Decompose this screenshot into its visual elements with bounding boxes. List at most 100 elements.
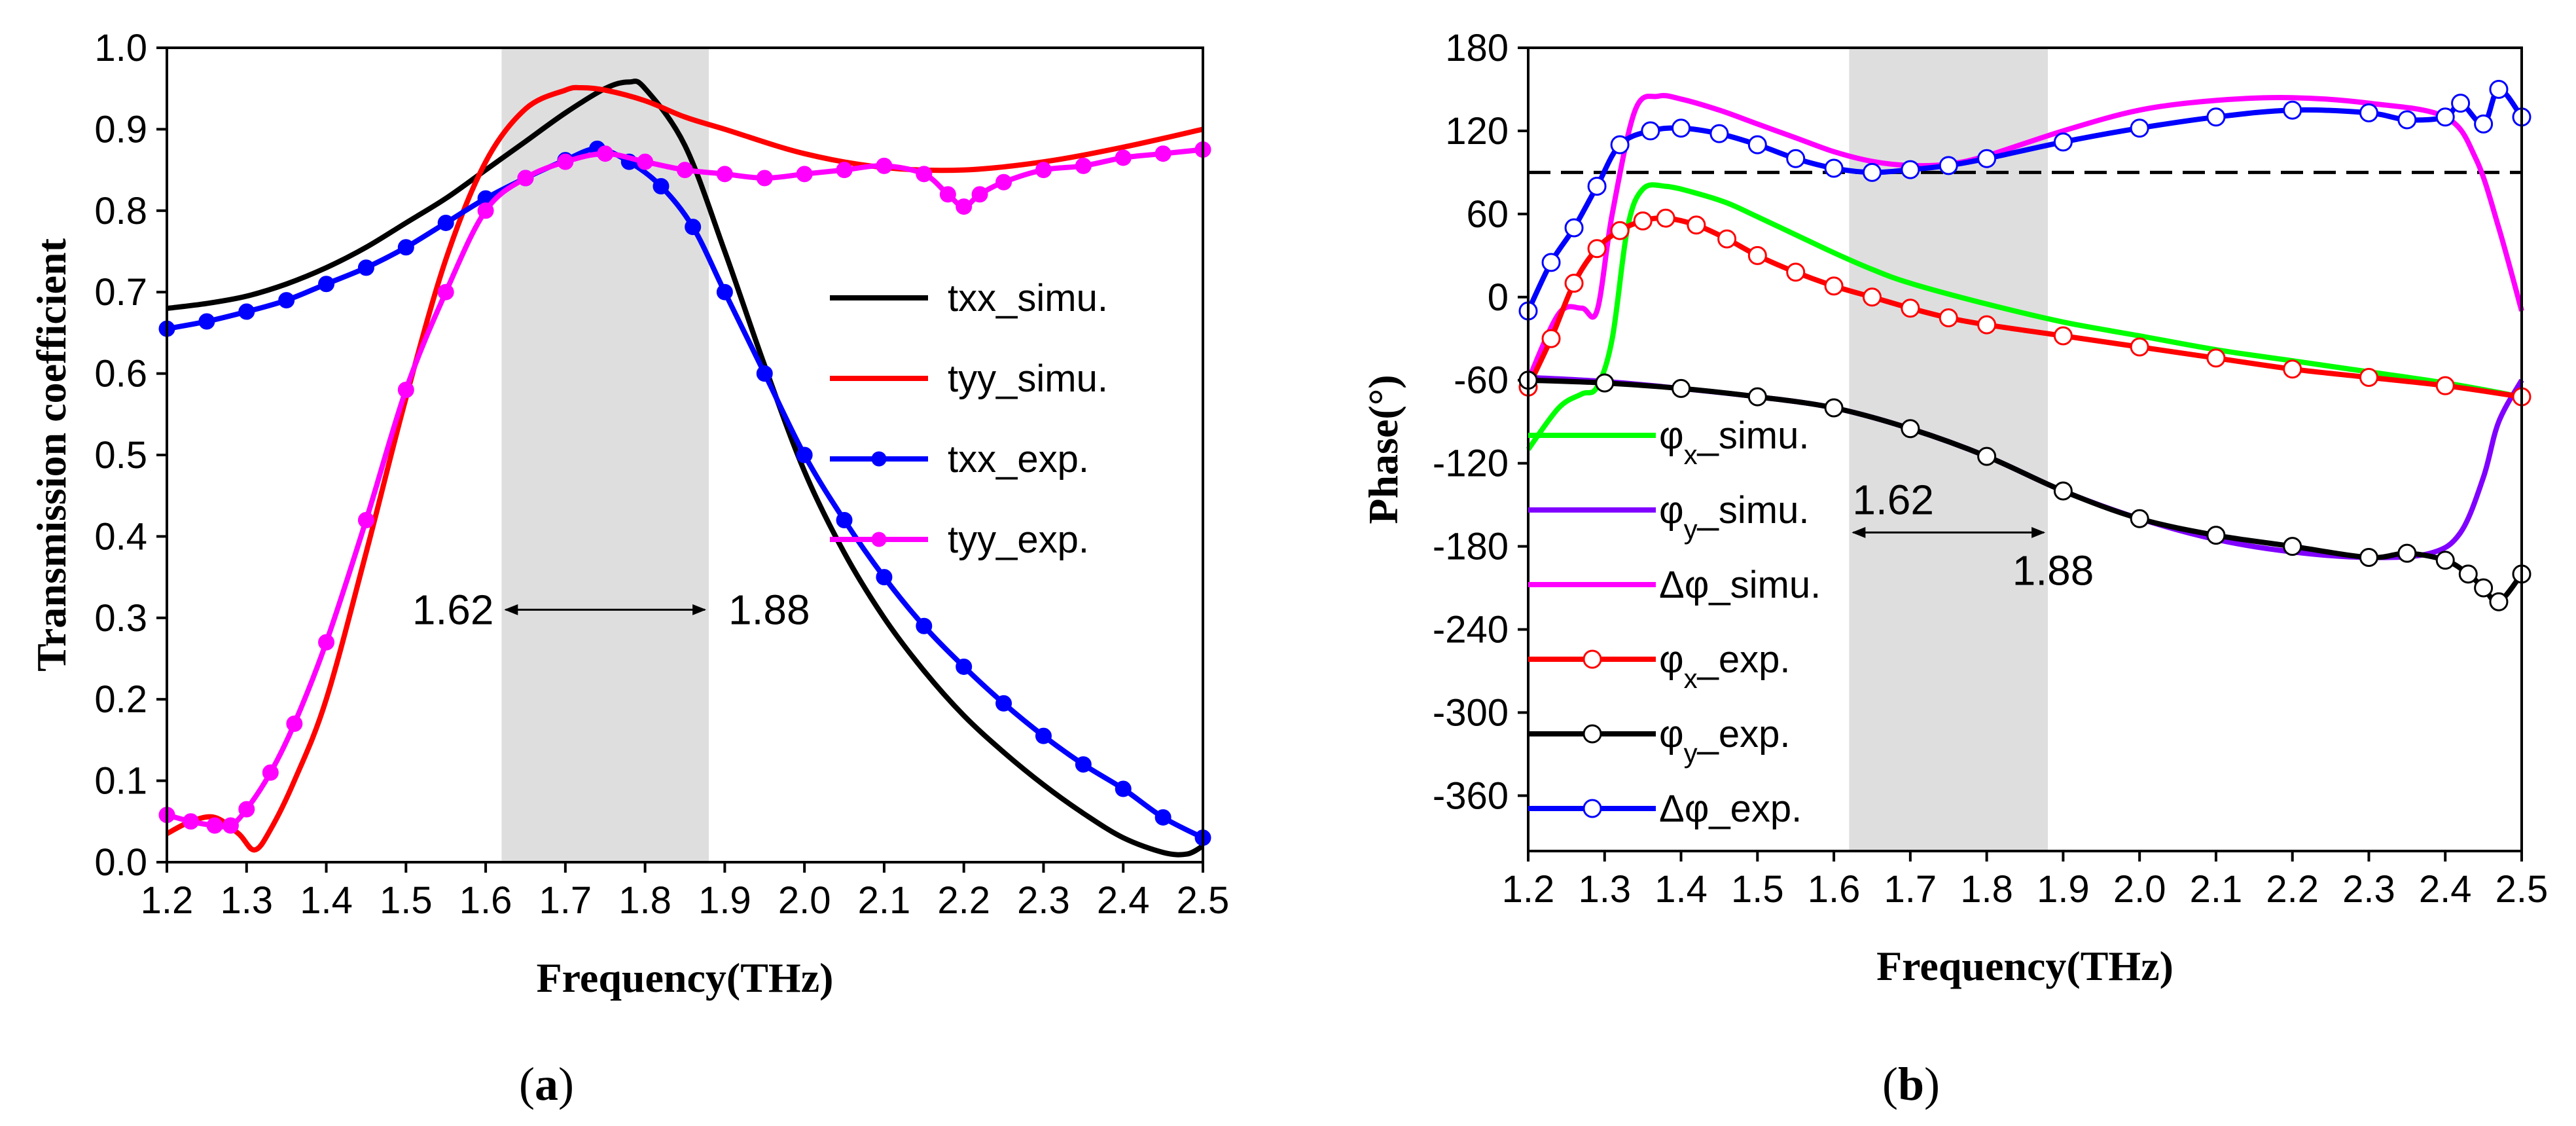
data-point <box>318 634 335 651</box>
y-axis-label: Phase(°) <box>1360 374 1406 524</box>
data-point <box>1939 308 1958 328</box>
data-point <box>716 166 733 183</box>
data-point <box>1075 157 1092 174</box>
data-point <box>1610 135 1630 154</box>
legend-label: tyy_exp. <box>948 518 1089 561</box>
band-highlight <box>1849 48 2048 851</box>
data-point <box>1977 446 1997 466</box>
data-point <box>1564 218 1584 238</box>
data-point <box>756 365 773 382</box>
x-tick-label: 2.2 <box>937 879 990 922</box>
x-tick-label: 2.5 <box>1177 879 1230 922</box>
data-point <box>653 177 670 194</box>
data-point <box>916 166 933 183</box>
data-point <box>2283 100 2302 120</box>
data-point <box>1672 118 1691 138</box>
y-tick-label: 0.5 <box>94 434 147 477</box>
data-point <box>2206 526 2226 545</box>
data-point <box>1154 145 1172 162</box>
data-point <box>1786 263 1806 282</box>
legend-marker <box>1583 649 1602 669</box>
x-axis-label: Frequency(THz) <box>537 954 834 1001</box>
x-axis-label: Frequency(THz) <box>1876 943 2174 989</box>
data-point <box>2206 348 2226 368</box>
band-start-label: 1.62 <box>412 586 494 633</box>
data-point <box>597 145 614 162</box>
data-point <box>2359 548 2378 568</box>
data-point <box>677 162 693 179</box>
data-point <box>357 259 374 276</box>
plot-frame <box>166 46 1204 863</box>
x-tick-label: 2.4 <box>1097 879 1150 922</box>
legend-label: txx_exp. <box>948 438 1089 481</box>
data-point <box>2474 114 2494 134</box>
y-tick-label: -120 <box>1433 443 1509 485</box>
data-point <box>1862 287 1882 307</box>
legend-label: φy_simu. <box>1659 489 1809 545</box>
x-tick-label: 1.3 <box>220 879 273 922</box>
x-tick-label: 2.0 <box>778 879 831 922</box>
band-end-label: 1.88 <box>2012 547 2094 594</box>
data-point <box>2397 543 2417 563</box>
data-point <box>2435 107 2455 127</box>
data-point <box>2359 103 2378 122</box>
y-axis-label: Transmission coefficient <box>28 238 75 672</box>
y-tick-label: 0 <box>1488 276 1509 319</box>
x-tick-label: 1.5 <box>380 879 433 922</box>
x-tick-label: 2.3 <box>1017 879 1070 922</box>
data-point <box>637 153 654 170</box>
data-point <box>2435 376 2455 395</box>
series-line-yexp <box>1528 377 2524 605</box>
x-tick-label: 2.5 <box>2496 868 2549 911</box>
legend-label: txx_simu. <box>948 277 1108 319</box>
legend: txx_simu. tyy_simu. txx_exp. tyy_exp. <box>830 277 1108 561</box>
y-tick-label: 120 <box>1445 110 1509 153</box>
y-tick-label: 0.9 <box>94 108 147 151</box>
panel-caption: (b) <box>1882 1058 1940 1110</box>
y-tick-label: 0.7 <box>94 271 147 314</box>
data-point <box>1687 215 1706 235</box>
data-point <box>1862 162 1882 182</box>
data-point <box>1641 121 1660 141</box>
data-point <box>2053 132 2073 152</box>
data-point <box>1747 387 1767 407</box>
plot-frame <box>1527 46 2523 852</box>
x-tick-label: 2.3 <box>2342 868 2395 911</box>
data-point <box>1610 221 1630 240</box>
band-annotation: 1.62 1.88 <box>1851 476 2094 594</box>
series-layer <box>158 79 1211 858</box>
legend-marker <box>1583 799 1602 818</box>
band-start-label: 1.62 <box>1852 476 1934 523</box>
legend-marker <box>1583 724 1602 744</box>
x-tick-label: 1.8 <box>618 879 671 922</box>
panel-caption: (a) <box>519 1058 574 1110</box>
x-tick-label: 1.4 <box>300 879 353 922</box>
data-point <box>1786 149 1806 168</box>
y-tick-label: 0.4 <box>94 515 147 558</box>
x-tick-label: 1.7 <box>1884 868 1937 911</box>
data-point <box>1939 156 1958 175</box>
x-tick-label: 2.4 <box>2419 868 2472 911</box>
y-tick-label: -60 <box>1454 359 1509 402</box>
data-point <box>1717 229 1737 249</box>
data-point <box>2359 367 2378 387</box>
data-point <box>1115 149 1132 166</box>
data-point <box>262 764 279 781</box>
data-point <box>1075 756 1092 773</box>
chart-b-phase: 1.2 1.3 1.4 1.5 1.6 1.7 1.8 1.9 2.0 2.1 2.2 2.3 2.4 2… <box>1360 27 2548 1110</box>
series-line-xsimu <box>1526 182 2522 451</box>
legend-marker <box>871 451 887 467</box>
data-point <box>685 219 702 236</box>
data-point <box>1672 378 1691 398</box>
data-point <box>1824 276 1844 296</box>
data-point <box>1035 727 1052 744</box>
y-tick-label: 0.0 <box>94 841 147 884</box>
y-tick-label: 0.2 <box>94 678 147 721</box>
data-point <box>1747 245 1767 265</box>
data-point <box>1115 780 1132 797</box>
y-tick-label: -300 <box>1433 691 1509 734</box>
y-tick-label: 0.6 <box>94 353 147 395</box>
data-point <box>1035 162 1052 179</box>
y-tick-label: 180 <box>1445 27 1509 69</box>
data-point <box>397 239 414 256</box>
